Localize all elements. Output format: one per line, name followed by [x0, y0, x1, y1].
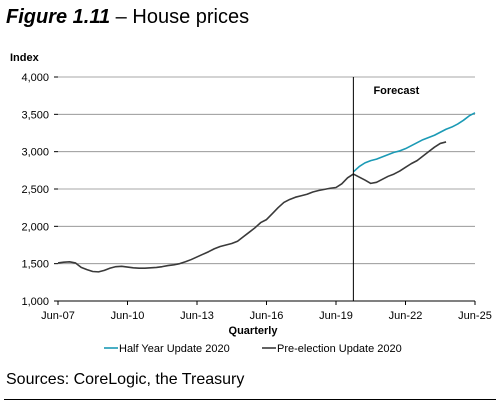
figure-dash: – — [110, 6, 133, 28]
series-layer — [57, 112, 476, 273]
x-tick-label: Jun-22 — [389, 310, 423, 322]
figure-title: Figure 1.11 – House prices — [6, 6, 249, 29]
forecast-label: Forecast — [373, 85, 419, 97]
legend: Half Year Update 2020 Pre-election Update… — [104, 343, 402, 355]
figure-number: Figure 1.11 — [6, 6, 111, 28]
x-axis-label: Quarterly — [229, 325, 279, 337]
sources-note: Sources: CoreLogic, the Treasury — [6, 371, 245, 388]
figure-title-text: House prices — [132, 6, 250, 28]
axis-layer: 1,000 1,500 2,000 2,500 3,000 3,500 4,000 Jun-0… — [21, 72, 491, 322]
series-line — [352, 112, 476, 173]
legend-label: Half Year Update 2020 — [119, 343, 230, 355]
y-tick-label: 4,000 — [21, 72, 49, 84]
x-tick-label: Jun-07 — [41, 310, 75, 322]
x-tick-label: Jun-13 — [180, 310, 214, 322]
grid-layer — [58, 76, 475, 265]
x-tick-label: Jun-16 — [250, 310, 284, 322]
legend-label: Pre-election Update 2020 — [277, 343, 402, 355]
x-tick-label: Jun-19 — [319, 310, 353, 322]
y-tick-label: 3,500 — [21, 109, 49, 121]
x-tick-label: Jun-25 — [458, 310, 492, 322]
y-tick-label: 1,500 — [21, 259, 49, 271]
y-tick-label: 2,500 — [21, 184, 49, 196]
y-axis-label: Index — [10, 52, 40, 64]
x-tick-label: Jun-10 — [111, 310, 145, 322]
y-tick-label: 1,000 — [21, 296, 49, 308]
y-tick-label: 3,000 — [21, 147, 49, 159]
bottom-rule — [4, 399, 496, 400]
series-line — [57, 141, 447, 273]
y-tick-label: 2,000 — [21, 221, 49, 233]
